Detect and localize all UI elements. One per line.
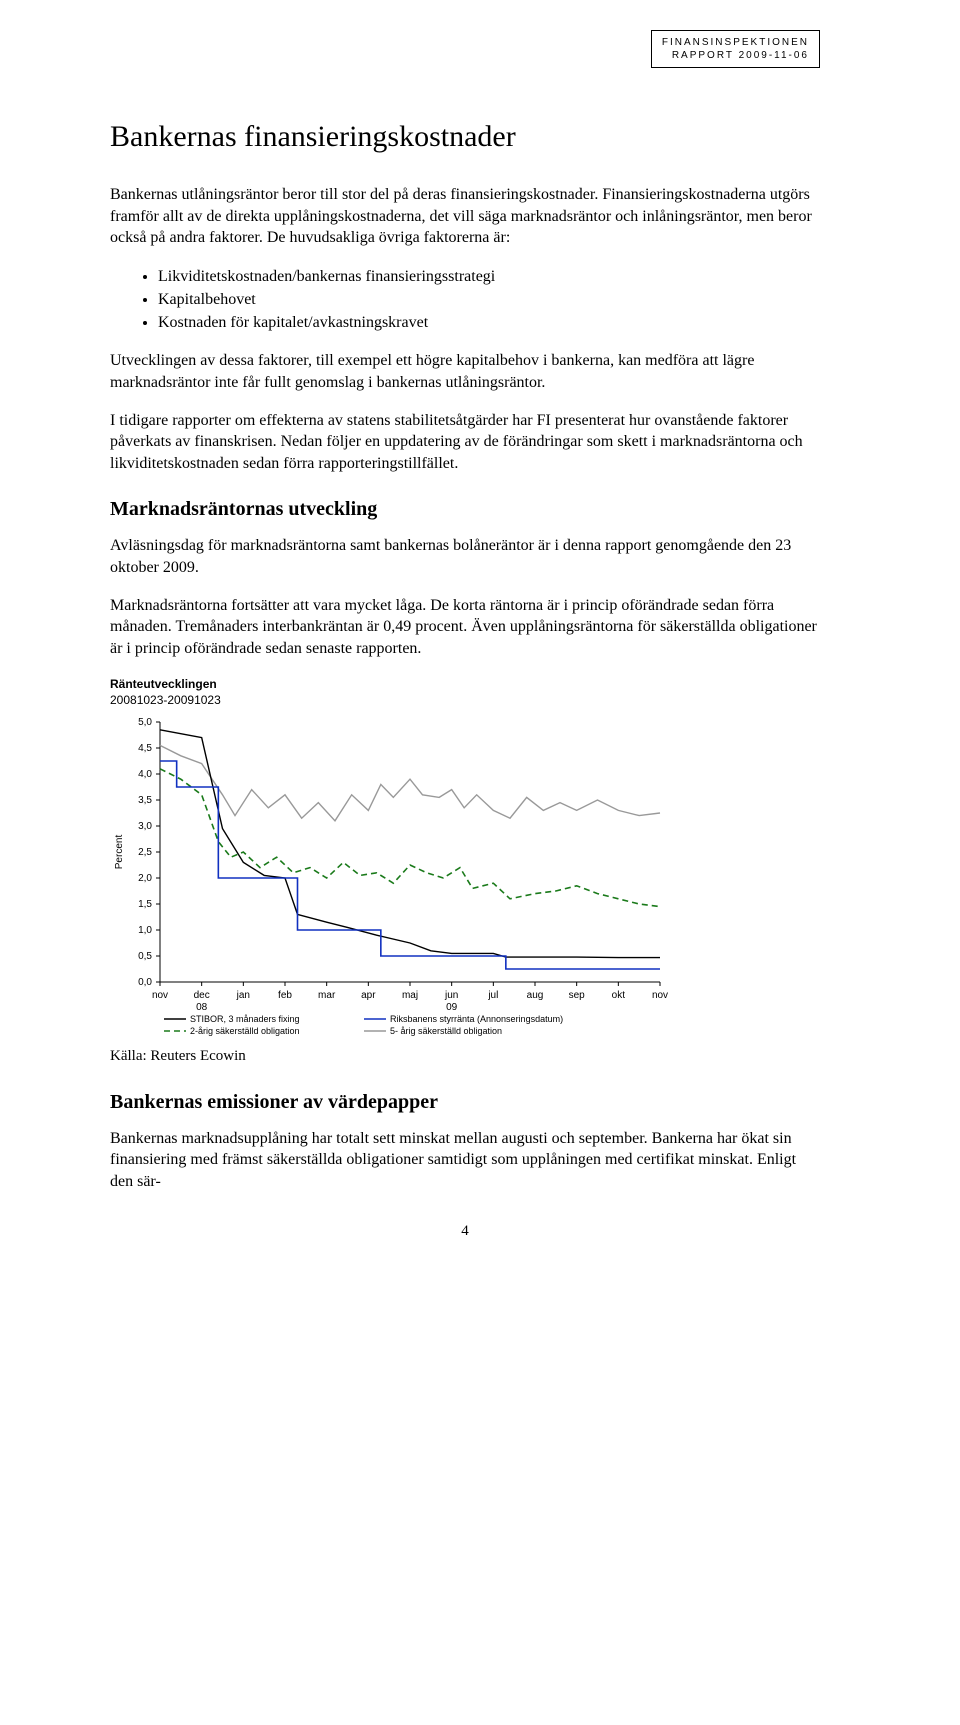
page-title: Bankernas finansieringskostnader [110, 120, 820, 154]
svg-text:1,5: 1,5 [138, 899, 152, 910]
paragraph: I tidigare rapporter om effekterna av st… [110, 410, 820, 475]
svg-text:2,0: 2,0 [138, 873, 152, 884]
line-chart: 0,0 0,5 1,0 1,5 2,0 2,5 3,0 3,5 4,0 4,5 5,0 Percent… [110, 712, 670, 1042]
svg-text:09: 09 [446, 1002, 458, 1013]
svg-text:3,5: 3,5 [138, 795, 152, 806]
svg-text:0,5: 0,5 [138, 951, 152, 962]
svg-text:0,0: 0,0 [138, 977, 152, 988]
svg-text:nov: nov [152, 990, 168, 1001]
chart-title-sub: 20081023-20091023 [110, 693, 221, 707]
list-item: Kapitalbehovet [158, 288, 820, 311]
svg-text:jun: jun [444, 990, 458, 1001]
svg-text:apr: apr [361, 990, 376, 1001]
svg-text:okt: okt [612, 990, 626, 1001]
factors-list: Likviditetskostnaden/bankernas finansier… [110, 265, 820, 335]
header-report: RAPPORT 2009-11-06 [662, 50, 809, 61]
svg-text:08: 08 [196, 1002, 208, 1013]
svg-text:dec: dec [194, 990, 210, 1001]
svg-text:1,0: 1,0 [138, 925, 152, 936]
list-item: Kostnaden för kapitalet/avkastningskrave… [158, 311, 820, 334]
chart-svg: 0,0 0,5 1,0 1,5 2,0 2,5 3,0 3,5 4,0 4,5 5,0 Percent… [110, 712, 670, 1042]
svg-text:4,5: 4,5 [138, 743, 152, 754]
section-heading: Bankernas emissioner av värdepapper [110, 1091, 820, 1114]
svg-text:sep: sep [569, 990, 586, 1001]
paragraph: Marknadsräntorna fortsätter att vara myc… [110, 595, 820, 660]
svg-text:2,5: 2,5 [138, 847, 152, 858]
svg-text:STIBOR, 3 månaders fixing: STIBOR, 3 månaders fixing [190, 1014, 300, 1024]
svg-text:jul: jul [487, 990, 498, 1001]
svg-text:nov: nov [652, 990, 668, 1001]
svg-text:Percent: Percent [114, 835, 125, 870]
svg-text:mar: mar [318, 990, 336, 1001]
svg-text:feb: feb [278, 990, 292, 1001]
chart-source: Källa: Reuters Ecowin [110, 1046, 820, 1066]
svg-text:2-årig säkerställd obligation: 2-årig säkerställd obligation [190, 1026, 300, 1036]
report-header: FINANSINSPEKTIONEN RAPPORT 2009-11-06 [651, 30, 820, 68]
paragraph-intro: Bankernas utlåningsräntor beror till sto… [110, 184, 820, 249]
paragraph: Utvecklingen av dessa faktorer, till exe… [110, 350, 820, 393]
svg-text:maj: maj [402, 990, 418, 1001]
paragraph: Bankernas marknadsupplåning har totalt s… [110, 1128, 820, 1193]
svg-text:Riksbanens styrränta (Annonser: Riksbanens styrränta (Annonseringsdatum) [390, 1014, 563, 1024]
paragraph: Avläsningsdag för marknadsräntorna samt … [110, 535, 820, 578]
svg-text:aug: aug [527, 990, 544, 1001]
header-org: FINANSINSPEKTIONEN [662, 37, 809, 48]
page-number: 4 [110, 1223, 820, 1240]
list-item: Likviditetskostnaden/bankernas finansier… [158, 265, 820, 288]
svg-text:3,0: 3,0 [138, 821, 152, 832]
svg-text:5,0: 5,0 [138, 717, 152, 728]
svg-text:jan: jan [236, 990, 250, 1001]
chart-title: Ränteutvecklingen 20081023-20091023 [110, 677, 820, 708]
chart-title-bold: Ränteutvecklingen [110, 677, 217, 691]
section-heading: Marknadsräntornas utveckling [110, 498, 820, 521]
svg-text:4,0: 4,0 [138, 769, 152, 780]
svg-text:5- årig säkerställd obligation: 5- årig säkerställd obligation [390, 1026, 502, 1036]
